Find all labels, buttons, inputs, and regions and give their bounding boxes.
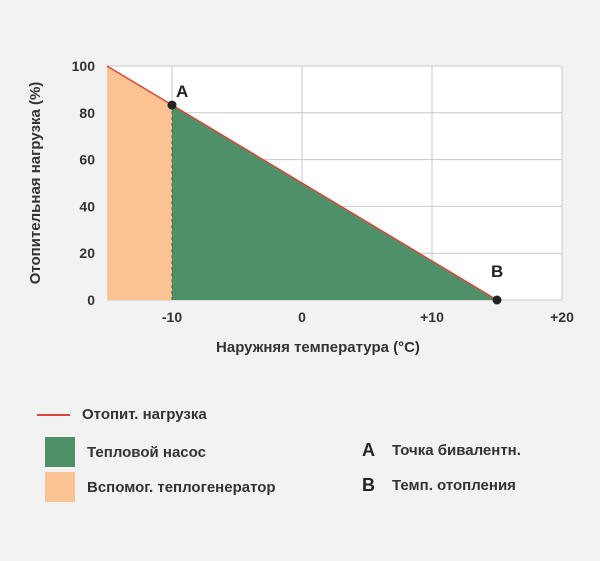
legend-item-aux: Вспомог. теплогенератор: [45, 472, 276, 502]
legend-label-load: Отопит. нагрузка: [82, 406, 207, 423]
y-tick-label: 100: [72, 58, 96, 74]
legend-label-aux: Вспомог. теплогенератор: [87, 478, 276, 496]
x-tick-label: -10: [162, 309, 182, 325]
x-tick-label: +10: [420, 309, 444, 325]
legend-point-b-letter: B: [362, 475, 375, 495]
y-axis-title: Отопительная нагрузка (%): [27, 82, 44, 285]
y-tick-label: 0: [87, 292, 95, 308]
x-axis-title: Наружняя температура (°C): [216, 339, 420, 356]
point-b-label: B: [491, 262, 503, 281]
y-tick-label: 20: [79, 245, 95, 261]
y-tick-label: 80: [79, 105, 95, 121]
area-region-0: [107, 66, 172, 300]
x-tick-label: 0: [298, 309, 306, 325]
legend-item-heat-pump: Тепловой насос: [45, 437, 206, 467]
legend-point-a-letter: A: [362, 440, 375, 460]
point-b-marker: [492, 295, 502, 305]
points-group: AB: [167, 82, 503, 305]
y-tick-label: 40: [79, 198, 95, 214]
legend-item-point-a: A Точка бивалентн.: [362, 440, 521, 461]
legend-label-heat-pump: Тепловой насос: [87, 443, 206, 461]
x-tick-label: +20: [550, 309, 574, 325]
point-a-marker: [167, 100, 177, 110]
y-tick-label: 60: [79, 152, 95, 168]
legend-point-b-desc: Темп. отопления: [392, 477, 516, 494]
legend-point-a-desc: Точка бивалентн.: [392, 442, 521, 459]
point-a-label: A: [176, 82, 188, 101]
legend-swatch-load-line: [37, 413, 70, 416]
legend-swatch-heat-pump: [45, 437, 75, 467]
tick-labels: 0 20 40 60 80 100 -10 0 +10 +20: [72, 58, 574, 325]
legend-swatch-aux: [45, 472, 75, 502]
legend-item-load: Отопит. нагрузка: [37, 406, 207, 423]
legend-item-point-b: B Темп. отопления: [362, 475, 516, 496]
